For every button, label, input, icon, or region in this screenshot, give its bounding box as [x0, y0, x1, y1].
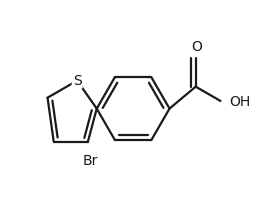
Text: S: S — [73, 74, 82, 88]
Text: O: O — [191, 40, 202, 54]
Text: OH: OH — [229, 95, 250, 109]
Text: Br: Br — [82, 154, 98, 168]
